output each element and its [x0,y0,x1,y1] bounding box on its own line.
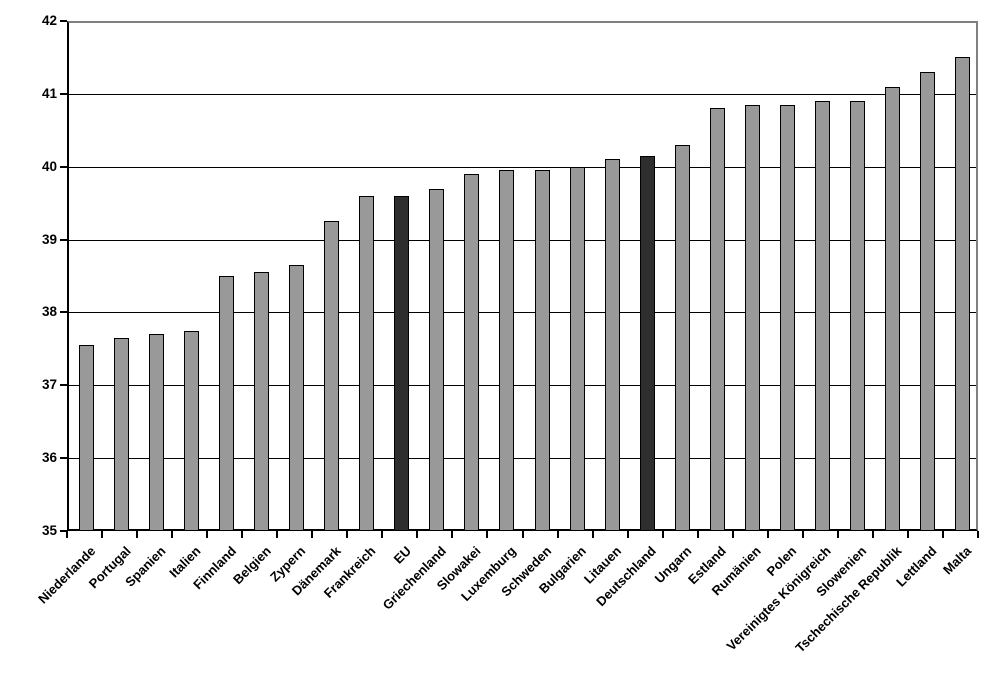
y-axis-tick-label: 40 [41,158,57,174]
bar-finnland [219,276,235,531]
bar-slowenien [849,101,865,531]
y-tick-mark [60,165,67,168]
bar-vereinigtes-k-nigreich [814,101,830,531]
bar-zypern [289,265,305,531]
y-axis-tick-label: 38 [41,304,57,320]
bar-schweden [534,170,550,531]
bar-italien [184,330,200,531]
y-axis-tick-label: 42 [41,13,57,28]
y-axis-tick-label: 39 [41,231,57,247]
gridline-38 [69,312,976,314]
gridline-36 [69,458,976,460]
x-tick-mark [661,531,664,538]
gridline-37 [69,385,976,387]
x-tick-mark [486,531,489,538]
y-tick-mark [60,457,67,460]
bar-d-nemark [324,221,340,531]
x-tick-mark [626,531,629,538]
x-tick-mark [311,531,314,538]
x-tick-mark [346,531,349,538]
bar-griechenland [429,188,445,531]
plot-area [67,21,978,531]
x-tick-mark [941,531,944,538]
bar-lettland [919,72,935,531]
x-tick-mark [766,531,769,538]
bar-bulgarien [569,166,585,531]
bar-litauen [604,159,620,531]
bar-deutschland [639,155,655,531]
y-tick-mark [60,20,67,22]
x-axis-label-malta: Malta [940,543,975,578]
x-tick-mark [836,531,839,538]
y-axis-tick-label: 35 [41,523,57,538]
x-tick-mark [206,531,209,538]
bar-ungarn [674,144,690,531]
x-tick-mark [241,531,244,538]
x-tick-mark [66,531,68,538]
bar-slowakei [464,174,480,531]
y-tick-mark [60,530,67,532]
bar-rum-nien [744,104,760,531]
bar-frankreich [359,195,375,531]
x-tick-mark [906,531,909,538]
gridline-39 [69,239,976,241]
x-tick-mark [521,531,524,538]
y-axis-tick-label: 36 [41,450,57,466]
y-tick-mark [60,92,67,95]
bar-spanien [149,334,165,531]
bar-tschechische-republik [884,86,900,531]
y-tick-mark [60,384,67,387]
y-tick-mark [60,311,67,314]
x-tick-mark [136,531,139,538]
bar-niederlande [79,345,95,531]
x-tick-mark [977,531,979,538]
bar-eu [394,195,410,531]
x-tick-mark [416,531,419,538]
gridline-40 [69,166,976,168]
gridline-41 [69,93,976,95]
bar-portugal [114,337,130,531]
bar-belgien [254,272,270,531]
y-tick-mark [60,238,67,241]
y-axis-tick-label: 41 [41,85,57,101]
bar-estland [709,108,725,531]
x-tick-mark [591,531,594,538]
x-axis-label-belgien: Belgien [229,543,274,588]
x-tick-mark [451,531,454,538]
bar-luxemburg [499,170,515,531]
x-tick-mark [556,531,559,538]
bar-polen [779,104,795,531]
x-tick-mark [171,531,174,538]
x-axis-label-eu: EU [390,543,414,567]
x-tick-mark [801,531,804,538]
x-axis-label-niederlande: Niederlande [35,543,99,607]
x-tick-mark [381,531,384,538]
x-tick-mark [101,531,104,538]
x-tick-mark [696,531,699,538]
bar-malta [954,57,970,531]
x-tick-mark [276,531,279,538]
x-tick-mark [731,531,734,538]
x-tick-mark [871,531,874,538]
y-axis-tick-label: 37 [41,377,57,393]
